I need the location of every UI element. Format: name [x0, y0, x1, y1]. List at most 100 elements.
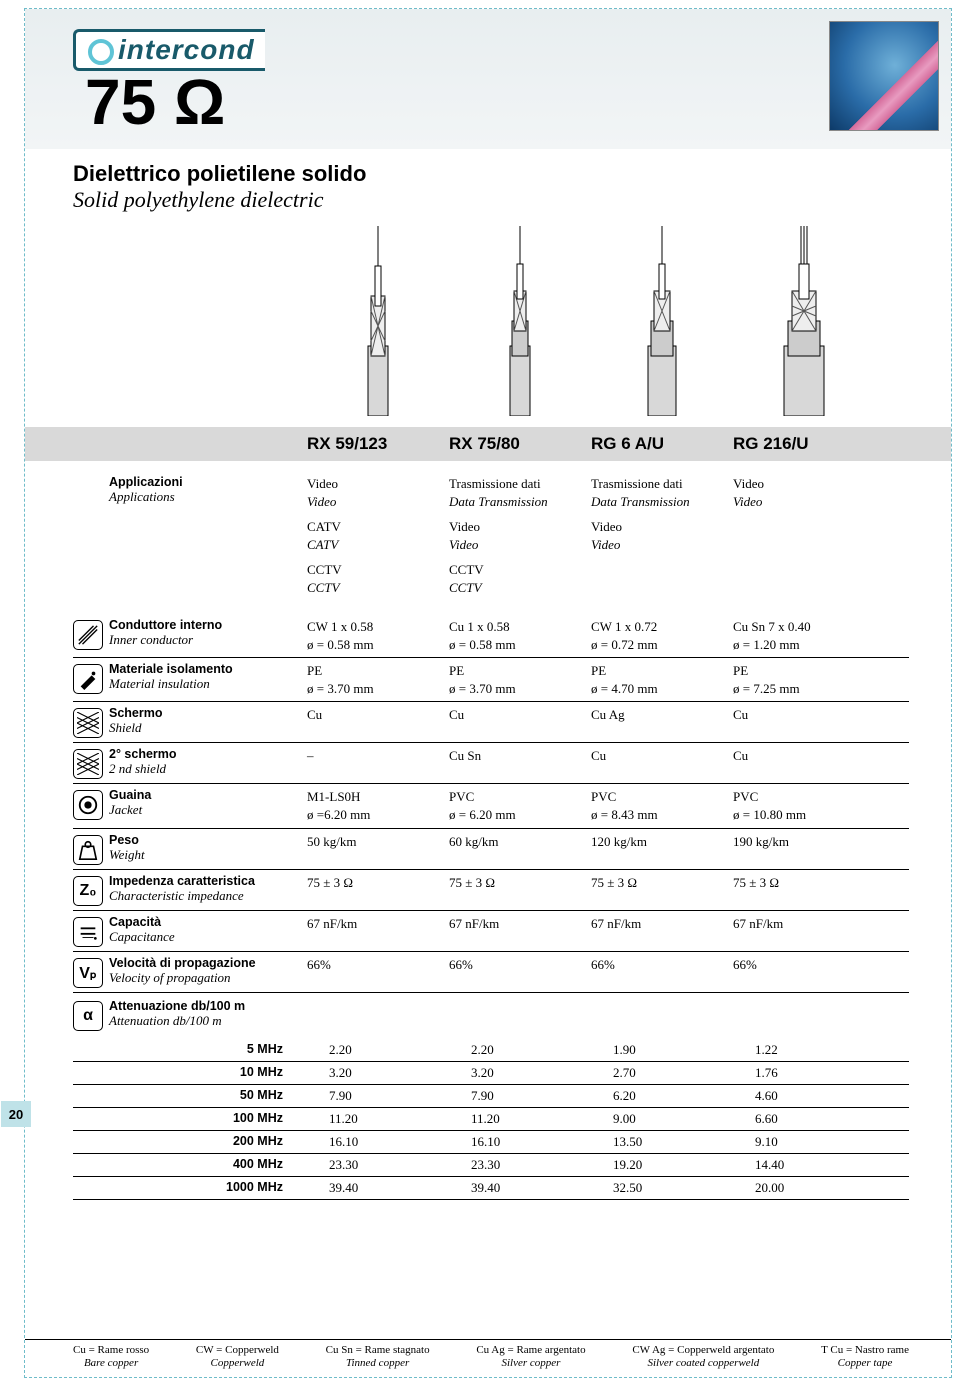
alpha-icon: α	[73, 1001, 103, 1031]
spec-value: 66%	[591, 956, 733, 988]
frequency-label: 1000 MHz	[73, 1180, 307, 1196]
model-name: RG 6 A/U	[591, 434, 733, 454]
attenuation-value: 32.50	[591, 1180, 733, 1196]
spec-value: 67 nF/km	[307, 915, 449, 947]
spec-row: Z₀Impedenza caratteristicaCharacteristic…	[73, 870, 909, 911]
capacitance-icon	[73, 917, 103, 947]
shield-icon	[73, 708, 103, 738]
model-name: RG 216/U	[733, 434, 875, 454]
attenuation-label-en: Attenuation db/100 m	[109, 1013, 301, 1029]
spec-value: 66%	[733, 956, 875, 988]
spec-label-it: Capacità	[109, 915, 301, 929]
legend-item: Cu Ag = Rame argentatoSilver copper	[476, 1344, 585, 1372]
spec-value: Cu 1 x 0.58ø = 0.58 mm	[449, 618, 591, 653]
spec-label-en: Weight	[109, 847, 301, 863]
attenuation-value: 7.90	[307, 1088, 449, 1104]
attenuation-value: 23.30	[307, 1157, 449, 1173]
applications-cell: Trasmissione datiData TransmissionVideoV…	[591, 475, 733, 604]
spec-value: Cu Sn 7 x 0.40ø = 1.20 mm	[733, 618, 875, 653]
frequency-label: 5 MHz	[73, 1042, 307, 1058]
spec-row: SchermoShieldCuCuCu AgCu	[73, 702, 909, 743]
spec-table: Applicazioni Applications VideoVideoCATV…	[25, 461, 951, 1200]
spec-value: Cu	[733, 706, 875, 738]
attenuation-value: 20.00	[733, 1180, 875, 1196]
shield2-icon	[73, 749, 103, 779]
attenuation-row: 400 MHz23.3023.3019.2014.40	[73, 1154, 909, 1177]
attenuation-value: 1.76	[733, 1065, 875, 1081]
spec-value: Cu Ag	[591, 706, 733, 738]
frequency-label: 400 MHz	[73, 1157, 307, 1173]
spec-row: CapacitàCapacitance67 nF/km67 nF/km67 nF…	[73, 911, 909, 952]
weight-icon	[73, 835, 103, 865]
impedance-title: 75 Ω	[85, 65, 225, 139]
attenuation-row: 200 MHz16.1016.1013.509.10	[73, 1131, 909, 1154]
cable-category-icon	[829, 21, 939, 131]
legend-item: T Cu = Nastro rameCopper tape	[821, 1344, 909, 1372]
material-legend: Cu = Rame rossoBare copper CW = Copperwel…	[25, 1339, 951, 1372]
spec-value: M1-LS0Hø =6.20 mm	[307, 788, 449, 823]
legend-item: CW = CopperweldCopperweld	[196, 1344, 279, 1372]
spec-row: GuainaJacketM1-LS0Hø =6.20 mmPVCø = 6.20…	[73, 784, 909, 828]
attenuation-value: 39.40	[449, 1180, 591, 1196]
attenuation-value: 39.40	[307, 1180, 449, 1196]
attenuation-value: 16.10	[449, 1134, 591, 1150]
attenuation-row: 100 MHz11.2011.209.006.60	[73, 1108, 909, 1131]
frequency-label: 200 MHz	[73, 1134, 307, 1150]
section-title: Dielettrico polietilene solido Solid pol…	[73, 161, 951, 213]
model-name: RX 59/123	[307, 434, 449, 454]
legend-item: Cu = Rame rossoBare copper	[73, 1344, 149, 1372]
spec-value: 120 kg/km	[591, 833, 733, 865]
attenuation-row: 10 MHz3.203.202.701.76	[73, 1062, 909, 1085]
spec-value: PEø = 7.25 mm	[733, 662, 875, 697]
jacket-icon	[73, 790, 103, 820]
frequency-label: 10 MHz	[73, 1065, 307, 1081]
frequency-label: 50 MHz	[73, 1088, 307, 1104]
attenuation-value: 3.20	[307, 1065, 449, 1081]
brand-text: intercond	[118, 34, 255, 65]
attenuation-value: 4.60	[733, 1088, 875, 1104]
spec-value: 60 kg/km	[449, 833, 591, 865]
legend-item: Cu Sn = Rame stagnatoTinned copper	[326, 1344, 430, 1372]
spec-value: Cu	[733, 747, 875, 779]
spec-value: Cu	[591, 747, 733, 779]
applications-cell: VideoVideoCATVCATVCCTVCCTV	[307, 475, 449, 604]
spec-value: PVCø = 10.80 mm	[733, 788, 875, 823]
attenuation-value: 23.30	[449, 1157, 591, 1173]
spec-value: CW 1 x 0.72ø = 0.72 mm	[591, 618, 733, 653]
applications-cell: VideoVideo	[733, 475, 875, 604]
model-name: RX 75/80	[449, 434, 591, 454]
cable-diagram	[307, 226, 449, 421]
impedance-icon: Z₀	[73, 876, 103, 906]
model-header-bar: RX 59/123 RX 75/80 RG 6 A/U RG 216/U	[25, 427, 951, 461]
spec-value: PEø = 4.70 mm	[591, 662, 733, 697]
spec-value: 67 nF/km	[449, 915, 591, 947]
attenuation-value: 6.60	[733, 1111, 875, 1127]
attenuation-value: 1.22	[733, 1042, 875, 1058]
spec-value: PEø = 3.70 mm	[307, 662, 449, 697]
attenuation-value: 2.20	[449, 1042, 591, 1058]
attenuation-row: 1000 MHz39.4039.4032.5020.00	[73, 1177, 909, 1200]
spec-value: –	[307, 747, 449, 779]
spec-label-en: Capacitance	[109, 929, 301, 945]
spec-value: 190 kg/km	[733, 833, 875, 865]
spec-row: VₚVelocità di propagazioneVelocity of pr…	[73, 952, 909, 993]
cable-diagrams-row	[307, 221, 951, 421]
spec-value: 75 ± 3 Ω	[591, 874, 733, 906]
attenuation-value: 1.90	[591, 1042, 733, 1058]
spec-row: PesoWeight50 kg/km60 kg/km120 kg/km190 k…	[73, 829, 909, 870]
section-title-en: Solid polyethylene dielectric	[73, 187, 951, 213]
applications-row: Applicazioni Applications VideoVideoCATV…	[73, 471, 909, 614]
spec-value: Cu	[449, 706, 591, 738]
spec-label-it: 2° schermo	[109, 747, 301, 761]
attenuation-value: 19.20	[591, 1157, 733, 1173]
attenuation-value: 9.00	[591, 1111, 733, 1127]
attenuation-value: 16.10	[307, 1134, 449, 1150]
page-number-tab: 20	[1, 1101, 31, 1127]
spec-value: PVCø = 6.20 mm	[449, 788, 591, 823]
header-background: intercond 75 Ω	[25, 9, 951, 149]
spec-label-it: Impedenza caratteristica	[109, 874, 301, 888]
spec-value: 50 kg/km	[307, 833, 449, 865]
attenuation-value: 13.50	[591, 1134, 733, 1150]
spec-value: 66%	[449, 956, 591, 988]
legend-item: CW Ag = Copperweld argentatoSilver coate…	[632, 1344, 774, 1372]
